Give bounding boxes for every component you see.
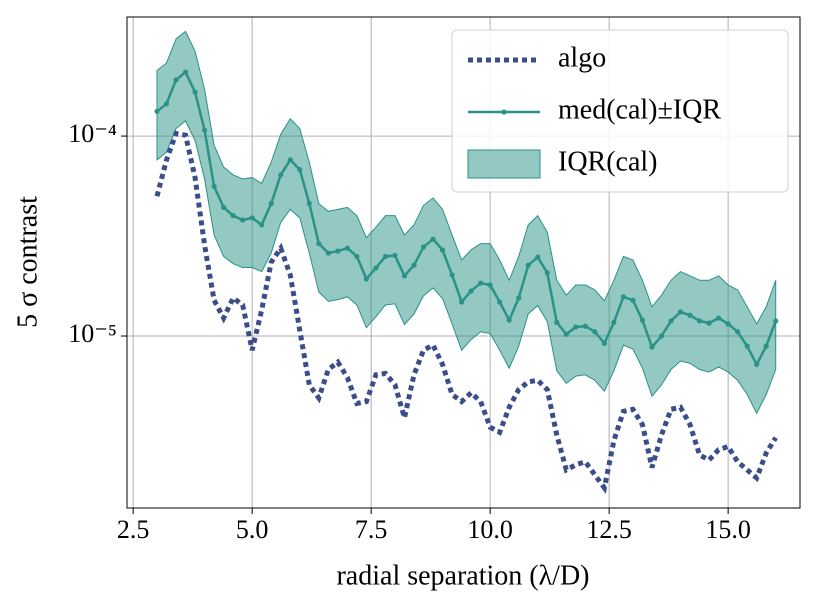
legend-label: IQR(cal) <box>558 146 658 177</box>
x-tick-label: 2.5 <box>117 515 150 544</box>
median-marker <box>620 294 627 300</box>
x-axis-label: radial separation (λ/D) <box>336 560 589 591</box>
median-marker <box>306 200 312 207</box>
legend-label: algo <box>558 42 606 73</box>
median-marker <box>478 280 484 286</box>
median-marker <box>401 273 408 279</box>
x-tick-label: 7.5 <box>355 515 388 544</box>
median-marker <box>544 270 550 276</box>
median-marker <box>658 333 665 339</box>
algo-line <box>154 130 778 494</box>
median-marker <box>630 297 636 303</box>
median-marker <box>639 317 646 323</box>
median-marker <box>373 265 379 271</box>
median-marker <box>278 172 284 178</box>
median-marker <box>735 329 741 335</box>
median-marker <box>601 340 607 346</box>
median-marker <box>297 166 303 173</box>
median-marker <box>716 315 722 321</box>
median-marker <box>182 69 189 75</box>
median-marker <box>763 343 769 349</box>
median-marker <box>240 217 246 223</box>
median-marker <box>354 253 360 260</box>
median-marker <box>392 252 398 259</box>
median-marker <box>344 245 350 251</box>
median-marker <box>687 312 693 318</box>
x-tick-label: 10.0 <box>467 515 513 544</box>
x-tick-label: 12.5 <box>586 515 632 544</box>
median-marker <box>516 295 522 301</box>
median-marker <box>744 343 750 349</box>
plot-frame <box>126 16 801 509</box>
median-marker <box>535 254 541 260</box>
median-marker <box>668 318 674 324</box>
median-marker <box>154 108 160 114</box>
median-marker <box>382 253 389 260</box>
median-marker <box>363 276 370 282</box>
median-marker <box>201 127 208 133</box>
median-marker <box>430 236 436 242</box>
median-marker <box>773 318 779 324</box>
median-marker <box>163 101 170 107</box>
median-marker <box>173 77 179 83</box>
median-marker <box>287 157 293 163</box>
median-marker <box>573 324 579 330</box>
median-marker <box>420 244 427 250</box>
median-marker <box>325 250 331 256</box>
median-marker <box>449 272 455 278</box>
y-tick-label: 10⁻⁵ <box>68 319 117 348</box>
median-marker <box>706 320 712 326</box>
median-marker <box>677 309 684 315</box>
x-tick-label: 15.0 <box>705 515 751 544</box>
x-tick-label: 5.0 <box>236 515 269 544</box>
median-marker <box>316 240 322 247</box>
median-marker <box>211 183 217 190</box>
y-axis-label: 5 σ contrast <box>12 196 43 328</box>
median-marker <box>192 89 198 95</box>
median-marker <box>525 262 531 268</box>
iqr-band <box>156 30 777 415</box>
median-marker <box>497 299 503 305</box>
legend-swatch <box>467 149 541 179</box>
y-tick-label: 10⁻⁴ <box>68 119 117 148</box>
median-marker <box>411 262 417 268</box>
median-marker <box>582 323 588 329</box>
median-marker <box>487 282 493 288</box>
median-marker <box>611 319 617 325</box>
median-marker <box>468 288 474 294</box>
median-marker <box>563 331 569 337</box>
median-marker <box>554 319 560 325</box>
median-marker <box>506 317 512 323</box>
median-marker <box>221 204 227 210</box>
median-marker <box>592 329 598 335</box>
median-marker <box>696 318 703 324</box>
median-marker <box>259 222 265 228</box>
median-marker <box>754 361 760 368</box>
median-marker <box>230 213 236 219</box>
median-marker <box>725 321 731 327</box>
legend-marker <box>501 109 507 115</box>
median-marker <box>249 215 255 221</box>
median-marker <box>439 247 446 253</box>
median-marker <box>458 299 465 305</box>
median-marker <box>335 248 341 254</box>
legend-label: med(cal)±IQR <box>558 94 721 125</box>
median-marker <box>649 344 655 350</box>
median-marker <box>268 200 274 207</box>
